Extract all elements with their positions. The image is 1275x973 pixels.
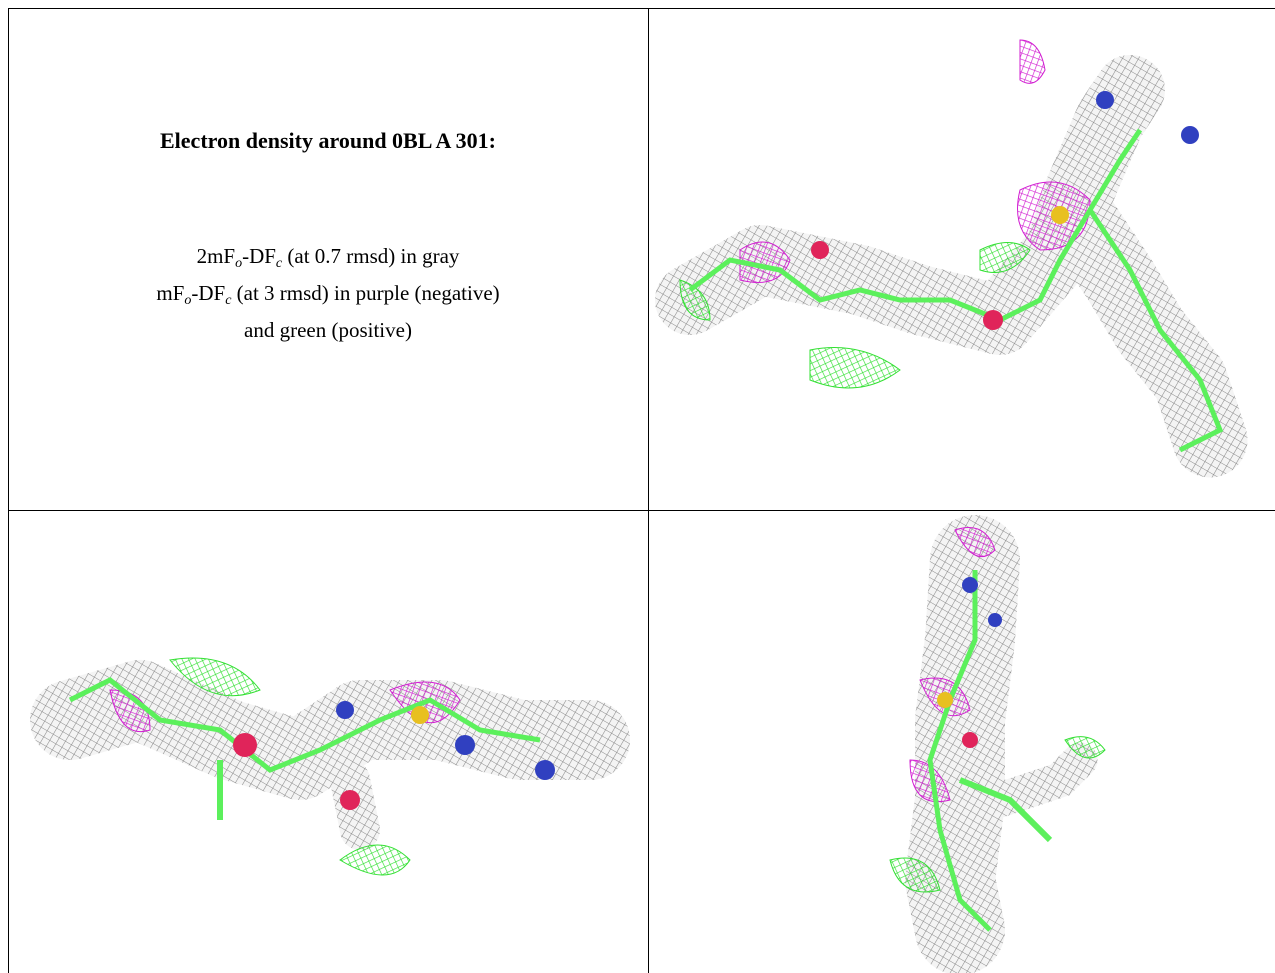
text: 2mF (196, 244, 236, 268)
panel-title: Electron density around 0BL A 301: (160, 128, 496, 153)
legend-line: and green (positive) (8, 318, 648, 343)
text: -DF (191, 281, 226, 305)
legend-line: 2mFo-DFc (at 0.7 rmsd) in gray (8, 244, 648, 271)
subscript: c (275, 256, 283, 271)
density-view-2 (30, 657, 630, 876)
subscript: o (184, 293, 192, 308)
text: -DF (242, 244, 276, 268)
subscript: o (235, 256, 243, 271)
text: (at 0.7 rmsd) in gray (282, 244, 460, 268)
text: and green (positive) (244, 318, 412, 342)
density-view-3 (889, 515, 1106, 973)
subscript: c (225, 293, 232, 308)
legend-line: mFo-DFc (at 3 rmsd) in purple (negative) (8, 281, 648, 308)
table-borders (8, 8, 1275, 973)
text: (at 3 rmsd) in purple (negative) (231, 281, 500, 305)
density-view-1 (655, 39, 1248, 478)
text: mF (156, 281, 185, 305)
